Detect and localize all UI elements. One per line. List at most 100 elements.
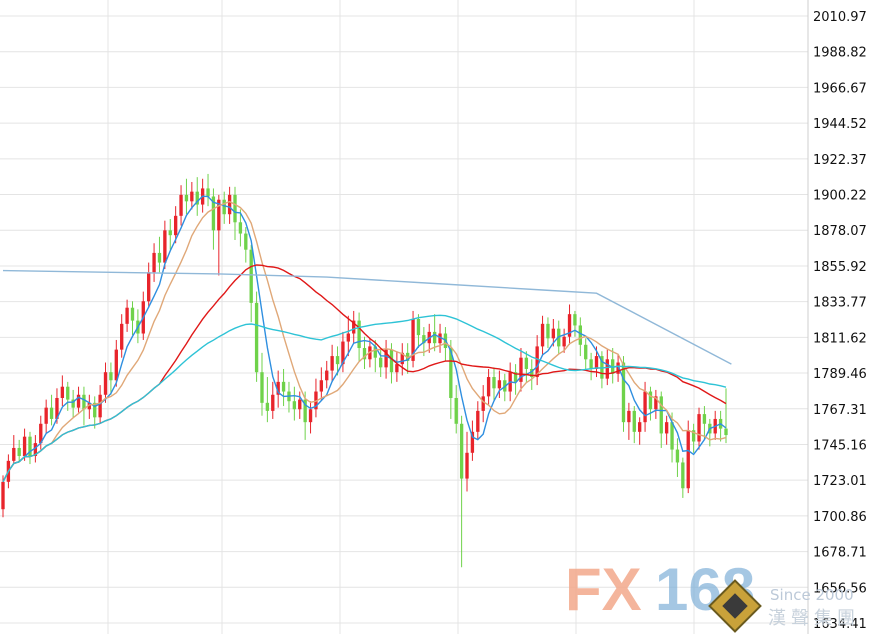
candle (702, 406, 707, 440)
candle-body (422, 335, 426, 344)
candle-body (60, 386, 65, 398)
candle (120, 314, 124, 358)
y-tick-label: 1789.46 (813, 367, 867, 382)
candle-body (292, 401, 297, 410)
ma-line-60 (2, 314, 727, 483)
candle (513, 364, 518, 395)
candle-body (697, 414, 701, 442)
candle-body (524, 357, 529, 369)
candle-body (724, 428, 728, 436)
candle-body (190, 191, 194, 202)
candle-body (621, 362, 626, 423)
candle (567, 304, 572, 345)
candle (244, 227, 248, 263)
candle (675, 438, 680, 477)
candle-body (249, 249, 253, 303)
candle-body (157, 252, 162, 263)
candle-body (76, 394, 81, 408)
y-tick-label: 1700.86 (813, 510, 867, 525)
candle (303, 391, 307, 440)
candle-body (416, 319, 421, 336)
candle-body (335, 356, 340, 365)
candle (357, 312, 361, 361)
candle (627, 402, 631, 440)
candle (163, 220, 167, 270)
candle (195, 177, 199, 216)
candle-body (384, 349, 388, 368)
candle-body (152, 252, 156, 273)
candle-body (195, 191, 199, 205)
candle (346, 315, 350, 357)
y-tick-label: 1745.16 (813, 438, 867, 453)
candle (66, 381, 70, 411)
candle-body (605, 359, 609, 379)
candle-body (476, 410, 480, 432)
candle (271, 381, 275, 419)
candle-body (627, 410, 631, 423)
candle (411, 310, 415, 368)
candle-body (71, 399, 75, 408)
candles (1, 173, 728, 568)
candle-body (584, 344, 588, 360)
candle-body (179, 194, 183, 216)
candle (254, 291, 259, 382)
candle-body (184, 194, 189, 202)
candle-body (109, 372, 113, 381)
candle (173, 206, 178, 244)
candle (335, 346, 340, 376)
fx168-watermark: FX 168 Since 2000 漢聲集團 (565, 556, 860, 633)
candle (87, 394, 92, 419)
watermark-chinese: 漢聲集團 (768, 608, 860, 629)
candle-body (411, 319, 415, 361)
candle-body (341, 341, 345, 365)
candle-body (540, 323, 545, 347)
candle (535, 335, 539, 386)
candle (476, 401, 480, 440)
y-tick-label: 1811.62 (813, 331, 867, 346)
candle-body (702, 414, 707, 424)
y-tick-label: 1634.41 (813, 617, 867, 632)
candle-body (87, 402, 92, 410)
candle-body (497, 380, 502, 389)
candle-body (379, 357, 383, 368)
candle (691, 423, 696, 453)
candle (519, 348, 523, 392)
candle-body (82, 394, 86, 410)
candle (454, 385, 458, 434)
candle-body (39, 423, 43, 444)
candle-body (389, 349, 394, 373)
watermark-since: Since 2000 (770, 586, 854, 604)
candle (470, 420, 475, 461)
candle-body (637, 422, 642, 432)
candle (648, 386, 653, 421)
candle (497, 370, 502, 398)
candle (637, 417, 642, 445)
candle-body (233, 194, 237, 223)
y-tick-label: 1922.37 (813, 153, 867, 168)
candle (438, 323, 442, 353)
candle (384, 339, 388, 379)
candle (379, 348, 383, 378)
candle-body (459, 423, 464, 479)
candle (341, 331, 345, 373)
candle (109, 362, 113, 395)
candle-body (670, 422, 674, 450)
candle (486, 368, 491, 405)
candle-body (616, 362, 620, 374)
candle-body (298, 399, 302, 410)
candle-body (120, 323, 124, 350)
candle-body (276, 381, 280, 395)
candle-body (330, 356, 334, 371)
candle (664, 415, 669, 445)
y-tick-label: 1944.52 (813, 117, 867, 132)
candle-body (44, 407, 48, 424)
candle (130, 301, 135, 336)
candle (362, 336, 367, 369)
candle (400, 343, 404, 376)
y-tick-label: 1855.92 (813, 260, 867, 275)
candle-body (206, 188, 210, 197)
candle (325, 360, 329, 389)
candle-body (535, 346, 539, 378)
candle (190, 181, 194, 210)
candle (168, 219, 172, 250)
